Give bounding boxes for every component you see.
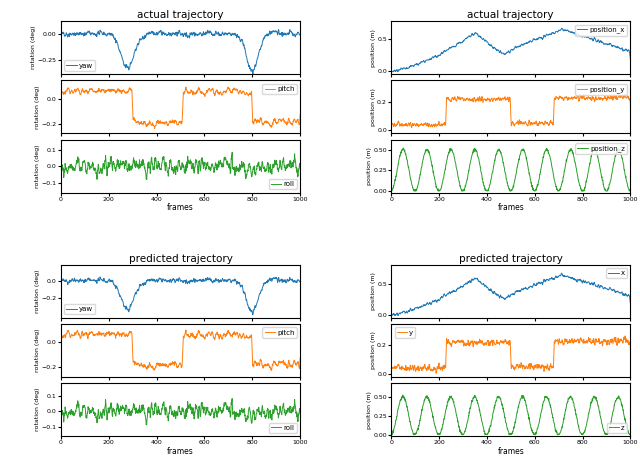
Legend: position_x: position_x: [575, 24, 627, 36]
X-axis label: frames: frames: [167, 203, 194, 212]
Y-axis label: position (m): position (m): [367, 391, 372, 429]
Title: actual trajectory: actual trajectory: [137, 10, 224, 20]
Y-axis label: position (m): position (m): [371, 272, 376, 310]
X-axis label: frames: frames: [497, 446, 524, 456]
X-axis label: frames: frames: [167, 446, 194, 456]
Legend: pitch: pitch: [262, 328, 297, 337]
Legend: z: z: [607, 423, 627, 433]
Legend: yaw: yaw: [64, 61, 95, 70]
Y-axis label: rotation (deg): rotation (deg): [35, 388, 40, 431]
Y-axis label: rotation (deg): rotation (deg): [35, 269, 40, 313]
Legend: roll: roll: [269, 179, 297, 189]
Legend: pitch: pitch: [262, 84, 297, 94]
Y-axis label: rotation (deg): rotation (deg): [35, 329, 40, 372]
Y-axis label: position (m): position (m): [371, 29, 376, 67]
Y-axis label: rotation (deg): rotation (deg): [31, 26, 36, 70]
Legend: x: x: [606, 268, 627, 278]
Legend: position_y: position_y: [575, 84, 627, 95]
Legend: position_z: position_z: [575, 143, 627, 154]
Legend: y: y: [394, 328, 415, 337]
Legend: yaw: yaw: [64, 304, 95, 314]
Title: predicted trajectory: predicted trajectory: [459, 254, 563, 264]
Y-axis label: position (m): position (m): [371, 88, 376, 126]
Legend: roll: roll: [269, 423, 297, 433]
Title: predicted trajectory: predicted trajectory: [129, 254, 232, 264]
Y-axis label: position (m): position (m): [371, 331, 376, 369]
Title: actual trajectory: actual trajectory: [467, 10, 554, 20]
Y-axis label: rotation (deg): rotation (deg): [35, 144, 40, 188]
Y-axis label: position (m): position (m): [367, 147, 372, 185]
X-axis label: frames: frames: [497, 203, 524, 212]
Y-axis label: rotation (deg): rotation (deg): [35, 85, 40, 129]
